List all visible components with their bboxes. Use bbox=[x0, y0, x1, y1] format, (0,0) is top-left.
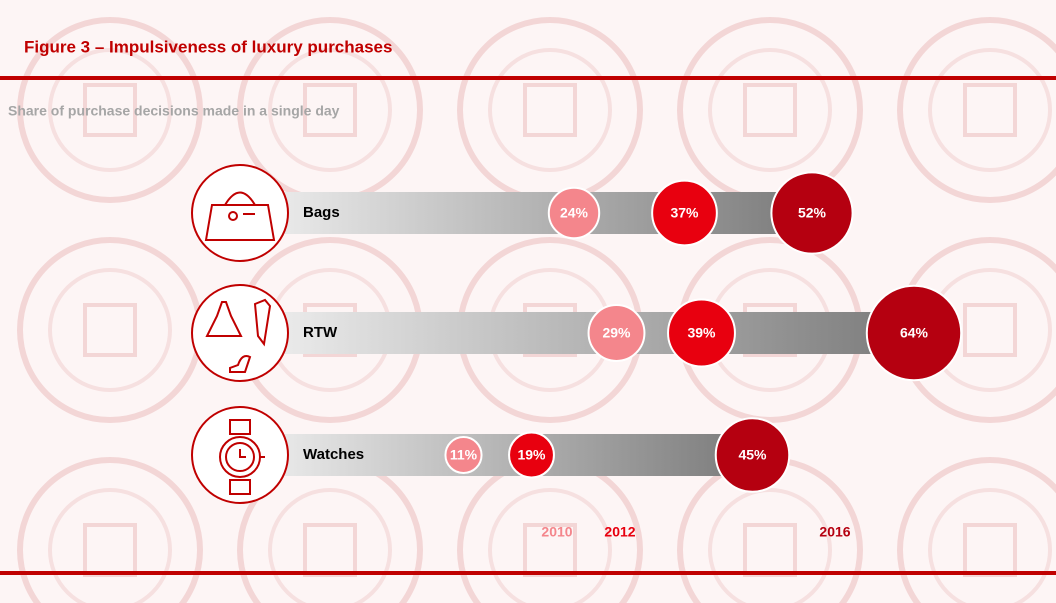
watch-icon bbox=[219, 419, 265, 495]
chart-title: Figure 3 – Impulsiveness of luxury purch… bbox=[24, 37, 392, 56]
value-label: 37% bbox=[670, 205, 699, 221]
bubble bbox=[651, 179, 718, 247]
legend-label: 2016 bbox=[819, 524, 850, 540]
bubble bbox=[770, 171, 854, 255]
value-label: 52% bbox=[798, 205, 827, 221]
row-bar bbox=[240, 434, 753, 476]
rows: Bags 24% 37% 52% RTW 29% 39% 64% Watches 11% 19% 45… bbox=[191, 164, 963, 540]
bag-icon bbox=[204, 191, 276, 241]
bubble bbox=[714, 417, 791, 493]
value-label: 19% bbox=[517, 447, 546, 463]
bottom-rule bbox=[0, 571, 1056, 575]
value-label: 45% bbox=[738, 447, 767, 463]
category-label: Bags bbox=[303, 204, 340, 221]
legend-label: 2010 bbox=[541, 524, 572, 540]
legend-label: 2012 bbox=[604, 524, 635, 540]
value-label: 24% bbox=[560, 205, 589, 221]
bubble bbox=[865, 284, 963, 382]
value-label: 29% bbox=[602, 325, 631, 341]
value-label: 11% bbox=[450, 447, 478, 463]
bubble bbox=[508, 431, 555, 479]
bubble bbox=[444, 435, 483, 475]
value-label: 64% bbox=[900, 325, 929, 341]
category-label: RTW bbox=[303, 324, 338, 341]
category-label: Watches bbox=[303, 446, 364, 463]
bubble bbox=[587, 304, 646, 362]
icon-circle bbox=[191, 164, 289, 262]
bubble bbox=[667, 298, 736, 368]
title-rule bbox=[0, 76, 1056, 80]
row-bar bbox=[240, 312, 914, 354]
bubble bbox=[547, 186, 601, 240]
value-label: 39% bbox=[687, 325, 716, 341]
chart-subtitle: Share of purchase decisions made in a si… bbox=[8, 103, 340, 119]
rtw-icon bbox=[205, 298, 272, 373]
